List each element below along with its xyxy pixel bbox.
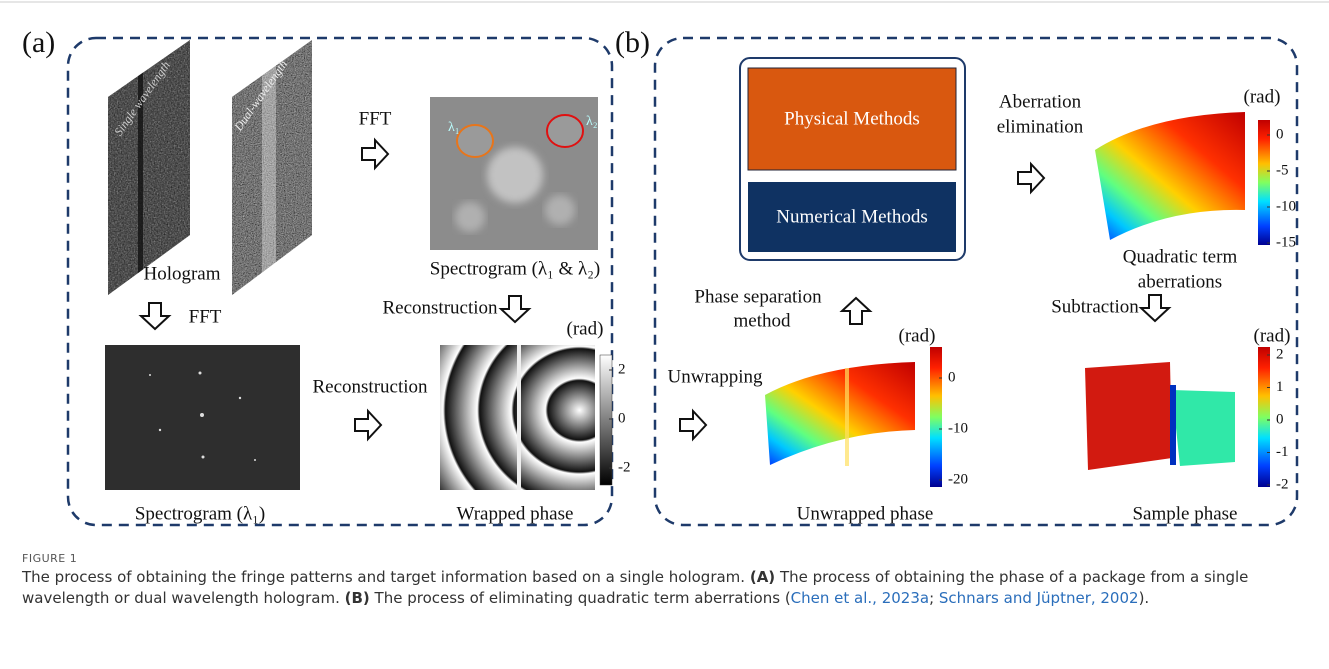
method-label: Numerical Methods <box>776 206 927 227</box>
colorbar-unit: (rad) <box>899 325 936 346</box>
citation-link[interactable]: Chen et al., 2023a <box>791 589 929 607</box>
colorbar-tick-label: -15 <box>1276 234 1296 250</box>
caption-part: (A) <box>750 568 775 586</box>
arrow <box>842 298 870 324</box>
sample-step <box>1170 385 1176 465</box>
citation-link[interactable]: Schnars and Jüptner, 2002 <box>939 589 1139 607</box>
arrow <box>680 411 706 439</box>
arrow-label: Aberration <box>999 91 1082 112</box>
arrow-label: FFT <box>359 108 392 129</box>
colorbar-tick-label: 2 <box>1276 346 1284 362</box>
caption-label: FIGURE 1 <box>22 552 1312 565</box>
image-label: Hologram <box>143 263 220 284</box>
arrow <box>141 303 169 329</box>
arrow-label: Reconstruction <box>312 376 428 397</box>
image-label: Sample phase <box>1132 503 1237 524</box>
arrow <box>1141 295 1169 321</box>
arrow-label: Subtraction <box>1051 296 1139 317</box>
colorbar-unit: (rad) <box>567 318 604 339</box>
arrow-label: FFT <box>189 306 222 327</box>
arrow-label: Phase separation <box>694 286 822 307</box>
image-label: Wrapped phase <box>457 503 574 524</box>
caption-part: The process of obtaining the fringe patt… <box>22 568 750 586</box>
arrow <box>362 140 388 168</box>
colorbar <box>600 355 612 485</box>
arrow <box>501 296 529 322</box>
image-label: Unwrapped phase <box>797 503 934 524</box>
colorbar-tick-label: -20 <box>948 471 968 487</box>
colorbar-tick-label: -2 <box>618 459 631 475</box>
colorbar-tick-label: 2 <box>618 361 626 377</box>
spectrum-peak <box>455 202 485 232</box>
caption-part: The process of eliminating quadratic ter… <box>370 589 791 607</box>
wrapped-phase-image <box>440 345 595 490</box>
surface-step <box>845 368 849 466</box>
colorbar-tick-label: -10 <box>948 420 968 436</box>
sample-surface <box>1172 390 1235 466</box>
spectrum-peak <box>487 147 543 203</box>
image-label: aberrations <box>1138 271 1222 292</box>
arrow-label: Reconstruction <box>382 297 498 318</box>
unwrapped-surface <box>765 362 915 465</box>
spectrum-selection <box>457 125 493 157</box>
caption-text: The process of obtaining the fringe patt… <box>22 567 1312 609</box>
lambda-label: λ₁ <box>448 120 460 135</box>
caption-part: ; <box>929 589 939 607</box>
colorbar <box>1258 347 1270 487</box>
image-label: Quadratic term <box>1123 246 1238 267</box>
quadratic-surface <box>1095 112 1245 240</box>
colorbar <box>930 347 942 487</box>
image-label: Spectrogram (λ₁) <box>135 503 265 524</box>
caption-part: (B) <box>345 589 370 607</box>
caption-part: ). <box>1139 589 1150 607</box>
colorbar-tick-label: 0 <box>618 410 626 426</box>
arrow <box>1018 164 1044 192</box>
colorbar-unit: (rad) <box>1254 325 1291 346</box>
colorbar-tick-label: 1 <box>1276 379 1284 395</box>
spectrum-peak <box>545 195 575 225</box>
sample-surface <box>1085 362 1172 470</box>
lambda-label: λ₂ <box>586 114 598 129</box>
figure: (a) Single wavelength Dual-wavelength Ho… <box>0 0 1329 545</box>
arrow-label: method <box>734 310 791 331</box>
panel-label: (b) <box>615 26 650 59</box>
colorbar-tick-label: -10 <box>1276 198 1296 214</box>
arrow-label: elimination <box>997 116 1084 137</box>
panel-label: (a) <box>22 26 55 59</box>
spectrum-selection <box>547 115 583 147</box>
page: (a) Single wavelength Dual-wavelength Ho… <box>0 0 1329 669</box>
colorbar-tick-label: -1 <box>1276 444 1289 460</box>
colorbar-tick-label: 0 <box>948 369 956 385</box>
spectrogram-single <box>105 345 300 490</box>
colorbar-tick-label: -2 <box>1276 476 1289 492</box>
colorbar-tick-label: -5 <box>1276 162 1289 178</box>
method-label: Physical Methods <box>784 108 920 129</box>
colorbar-tick-label: 0 <box>1276 411 1284 427</box>
arrow <box>355 411 381 439</box>
colorbar-unit: (rad) <box>1244 86 1281 107</box>
arrow-label: Unwrapping <box>668 366 763 387</box>
colorbar <box>1258 120 1270 245</box>
caption: FIGURE 1 The process of obtaining the fr… <box>22 552 1312 609</box>
colorbar-tick-label: 0 <box>1276 126 1284 142</box>
image-label: Spectrogram (λ₁ & λ₂) <box>430 258 600 279</box>
